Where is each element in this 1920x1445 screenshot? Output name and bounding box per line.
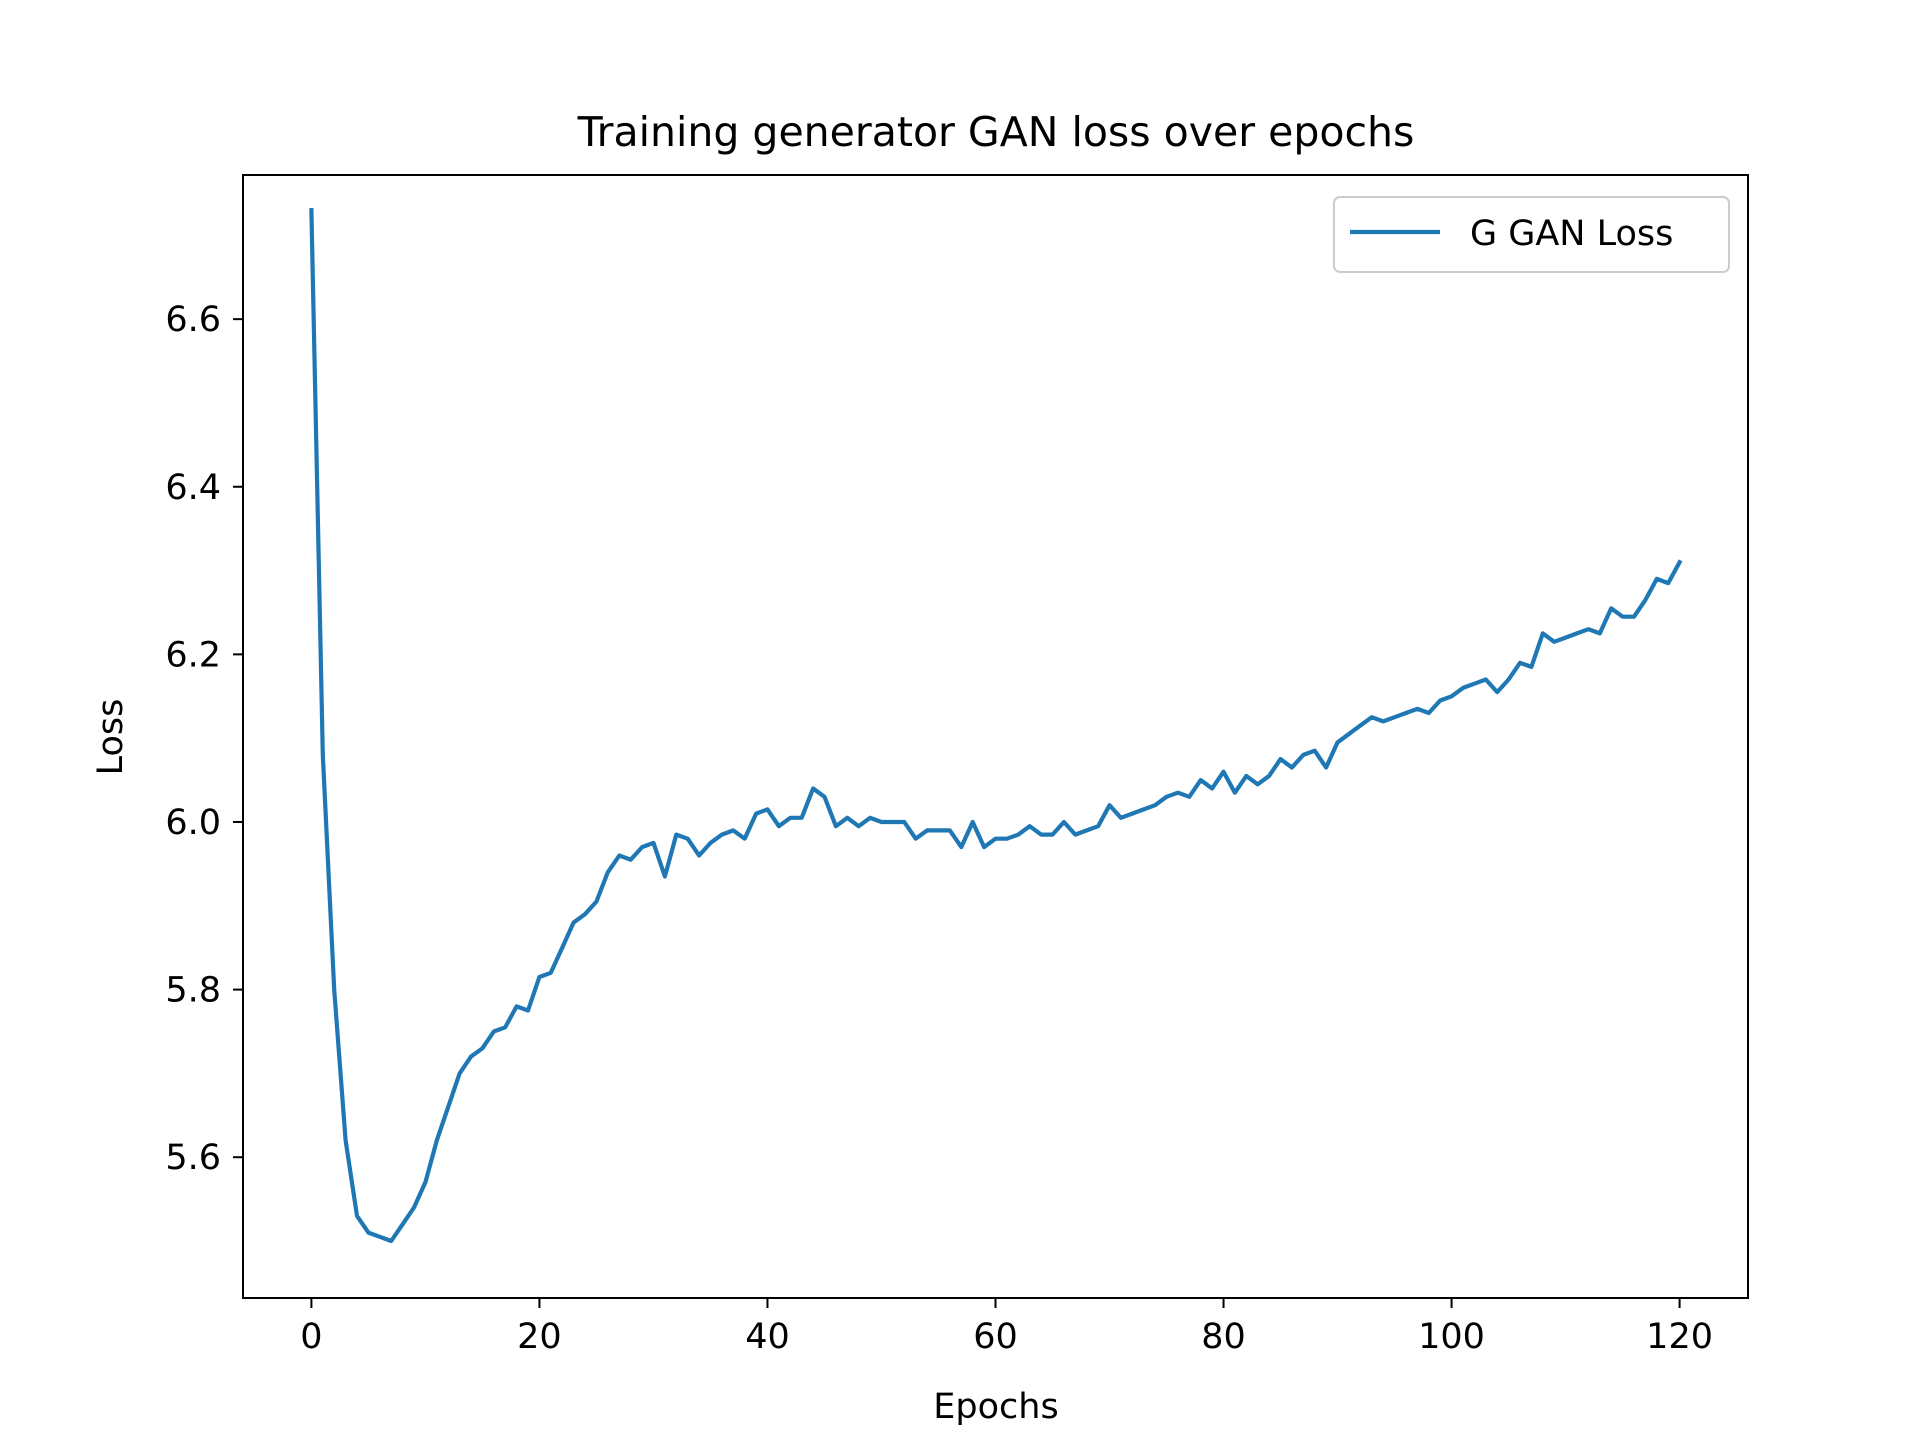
x-tick-label: 80 <box>1201 1317 1246 1357</box>
series-line-g-gan-loss <box>309 208 1683 1244</box>
plot-frame <box>242 174 1749 1299</box>
y-axis-title: Loss <box>91 699 131 776</box>
y-tick-label: 6.4 <box>165 468 221 508</box>
x-tick-label: 120 <box>1646 1317 1713 1357</box>
y-tick-label: 5.6 <box>165 1138 221 1178</box>
x-tick-label: 60 <box>973 1317 1018 1357</box>
legend: G GAN Loss <box>1333 196 1730 273</box>
x-tick-label: 20 <box>517 1317 562 1357</box>
y-axis-ticks: 5.6 5.8 6.0 6.2 6.4 6.6 <box>165 300 243 1178</box>
plot-area <box>243 175 1748 1298</box>
chart-title: Training generator GAN loss over epochs <box>577 108 1415 156</box>
legend-label-g-gan-loss: G GAN Loss <box>1470 214 1673 254</box>
x-axis-ticks: 0 20 40 60 80 100 120 <box>300 1298 1713 1357</box>
x-tick-label: 40 <box>745 1317 790 1357</box>
y-tick-label: 6.6 <box>165 300 221 340</box>
y-tick-label: 5.8 <box>165 971 221 1011</box>
x-tick-label: 100 <box>1418 1317 1485 1357</box>
legend-box <box>1333 196 1730 273</box>
y-tick-label: 6.2 <box>165 635 221 675</box>
x-axis-title: Epochs <box>933 1387 1058 1427</box>
y-tick-label: 6.0 <box>165 803 221 843</box>
x-tick-label: 0 <box>300 1317 322 1357</box>
